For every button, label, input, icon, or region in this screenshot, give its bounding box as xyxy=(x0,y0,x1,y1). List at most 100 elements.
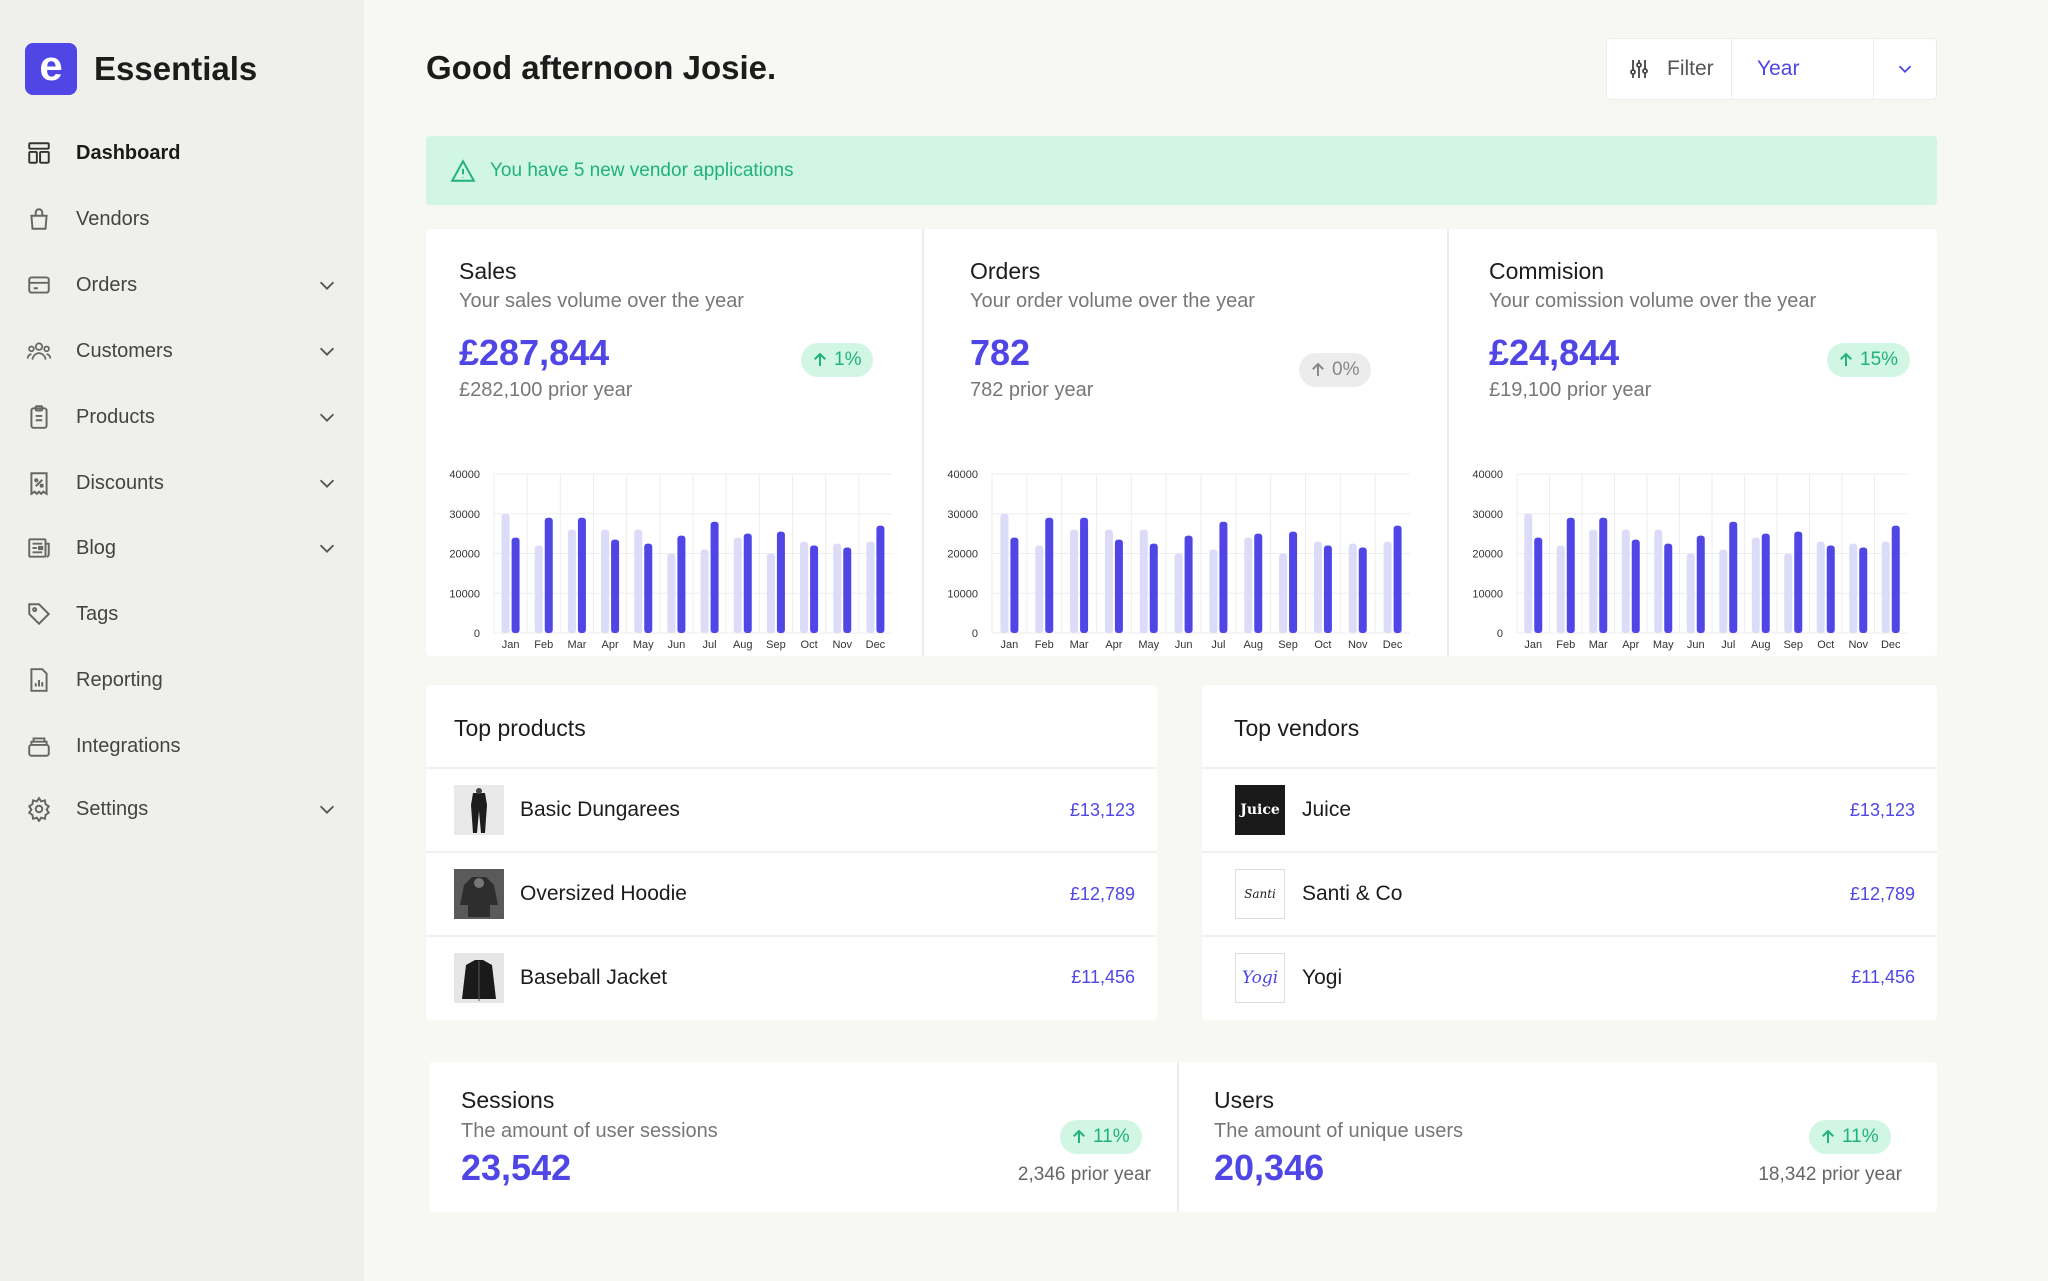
bar xyxy=(1010,537,1019,633)
bar xyxy=(1254,533,1263,633)
change-badge: 1% xyxy=(801,343,874,377)
x-tick-label: Nov xyxy=(1348,639,1368,651)
sidebar-item-settings[interactable]: Settings xyxy=(26,787,338,831)
stat-subtitle: The amount of user sessions xyxy=(461,1120,718,1142)
y-tick-label: 0 xyxy=(474,628,480,640)
sidebar-item-customers[interactable]: Customers xyxy=(26,329,338,373)
y-tick-label: 40000 xyxy=(947,469,978,481)
sidebar-item-vendors[interactable]: Vendors xyxy=(26,197,338,241)
filter-button[interactable]: Filter xyxy=(1607,39,1732,99)
stat-subtitle: Your order volume over the year xyxy=(970,290,1255,312)
bar xyxy=(876,525,885,633)
sidebar-item-blog[interactable]: Blog xyxy=(26,526,338,570)
x-tick-label: Jan xyxy=(502,639,520,651)
bar xyxy=(1244,537,1253,633)
bar xyxy=(544,517,553,633)
x-tick-label: Aug xyxy=(1243,639,1263,651)
stat-card-sales: Sales Your sales volume over the year £2… xyxy=(426,229,922,656)
stat-subtitle: Your sales volume over the year xyxy=(459,290,744,312)
change-value: 11% xyxy=(1093,1126,1130,1147)
chevron-down-icon[interactable] xyxy=(316,274,338,296)
bar xyxy=(644,543,653,633)
y-tick-label: 30000 xyxy=(947,509,978,521)
chevron-down-icon[interactable] xyxy=(316,798,338,820)
sidebar-item-discounts[interactable]: Discounts xyxy=(26,461,338,505)
newspaper-icon xyxy=(26,535,52,561)
x-tick-label: Apr xyxy=(602,639,619,651)
product-row[interactable]: Oversized Hoodie £12,789 xyxy=(426,851,1157,935)
x-tick-label: Nov xyxy=(832,639,852,651)
sidebar-item-products[interactable]: Products xyxy=(26,395,338,439)
orders-chart: 0 10000 20000 30000 40000 Jan Feb Mar Apr May Jun J… xyxy=(947,469,1410,651)
stat-value: 782 xyxy=(970,332,1031,373)
x-tick-label: Mar xyxy=(567,639,586,651)
x-tick-label: Sep xyxy=(1783,639,1803,651)
vendor-value: £12,789 xyxy=(1849,883,1915,904)
page-title: Good afternoon Josie. xyxy=(426,49,777,86)
bar xyxy=(1174,553,1183,633)
bar xyxy=(1849,543,1858,633)
bar xyxy=(1045,517,1054,633)
credit-card-icon xyxy=(26,272,52,298)
period-dropdown-toggle[interactable] xyxy=(1874,39,1936,99)
bar xyxy=(1631,539,1640,633)
arrow-up-icon xyxy=(1073,1129,1085,1143)
hoodie-thumbnail xyxy=(454,869,504,919)
y-tick-label: 10000 xyxy=(449,588,480,600)
stat-subtitle: The amount of unique users xyxy=(1214,1120,1464,1142)
chevron-down-icon[interactable] xyxy=(316,406,338,428)
chevron-down-icon[interactable] xyxy=(316,472,338,494)
brand[interactable]: e Essentials xyxy=(25,43,257,95)
sidebar-item-orders[interactable]: Orders xyxy=(26,263,338,307)
sidebar-item-dashboard[interactable]: Dashboard xyxy=(26,131,338,175)
x-tick-label: Dec xyxy=(866,639,886,651)
stat-prior: 782 prior year xyxy=(970,379,1094,401)
vendor-row[interactable]: Juice Juice £13,123 xyxy=(1202,767,1937,851)
x-tick-label: Jan xyxy=(1524,639,1542,651)
y-tick-label: 10000 xyxy=(1472,588,1503,600)
bar xyxy=(1566,517,1575,633)
x-tick-label: Dec xyxy=(1881,639,1901,651)
sidebar-item-integrations[interactable]: Integrations xyxy=(26,724,338,768)
product-row[interactable]: Baseball Jacket £11,456 xyxy=(426,935,1157,1018)
bar xyxy=(810,545,819,633)
jacket-thumbnail xyxy=(454,952,504,1003)
bar xyxy=(866,541,875,633)
arrow-up-icon xyxy=(814,352,826,366)
bar xyxy=(1289,531,1298,633)
vendor-applications-alert[interactable]: You have 5 new vendor applications xyxy=(426,136,1937,205)
vendor-name: Santi & Co xyxy=(1302,882,1403,905)
sidebar-item-label: Dashboard xyxy=(76,141,181,164)
x-tick-label: Feb xyxy=(1035,639,1054,651)
vendor-name: Juice xyxy=(1302,798,1352,821)
bar xyxy=(1816,541,1825,633)
divider xyxy=(922,229,924,656)
vendor-row[interactable]: Santi Santi & Co £12,789 xyxy=(1202,851,1937,935)
product-row[interactable]: Basic Dungarees £13,123 xyxy=(426,767,1157,851)
stat-prior: 2,346 prior year xyxy=(1017,1164,1151,1185)
stat-card-orders: Orders Your order volume over the year 7… xyxy=(924,229,1440,656)
vendor-row[interactable]: Yogi Yogi £11,456 xyxy=(1202,935,1937,1018)
sidebar-item-reporting[interactable]: Reporting xyxy=(26,658,338,702)
bar xyxy=(534,545,543,633)
product-value: £13,123 xyxy=(1069,799,1135,820)
dashboard-icon xyxy=(26,140,52,166)
x-tick-label: Sep xyxy=(1278,639,1298,651)
bar xyxy=(1826,545,1835,633)
x-tick-label: Oct xyxy=(801,639,818,651)
chevron-down-icon[interactable] xyxy=(316,537,338,559)
bar xyxy=(577,517,586,633)
bottom-stats-panel xyxy=(429,1062,1937,1212)
stat-subtitle: Your comission volume over the year xyxy=(1489,290,1817,312)
product-value: £12,789 xyxy=(1069,883,1135,904)
bar xyxy=(1080,517,1089,633)
sidebar: e Essentials Dashboard Vendors Orders xyxy=(0,0,364,1281)
chevron-down-icon[interactable] xyxy=(316,340,338,362)
x-tick-label: Apr xyxy=(1105,639,1122,651)
sidebar-item-tags[interactable]: Tags xyxy=(26,592,338,636)
top-products-card: Top products Basic Dungarees £13,123 Ove… xyxy=(426,685,1157,1020)
bar xyxy=(1219,521,1228,633)
stat-title: Commision xyxy=(1489,258,1605,284)
period-select[interactable]: Year xyxy=(1732,39,1874,99)
bar xyxy=(1589,529,1598,633)
